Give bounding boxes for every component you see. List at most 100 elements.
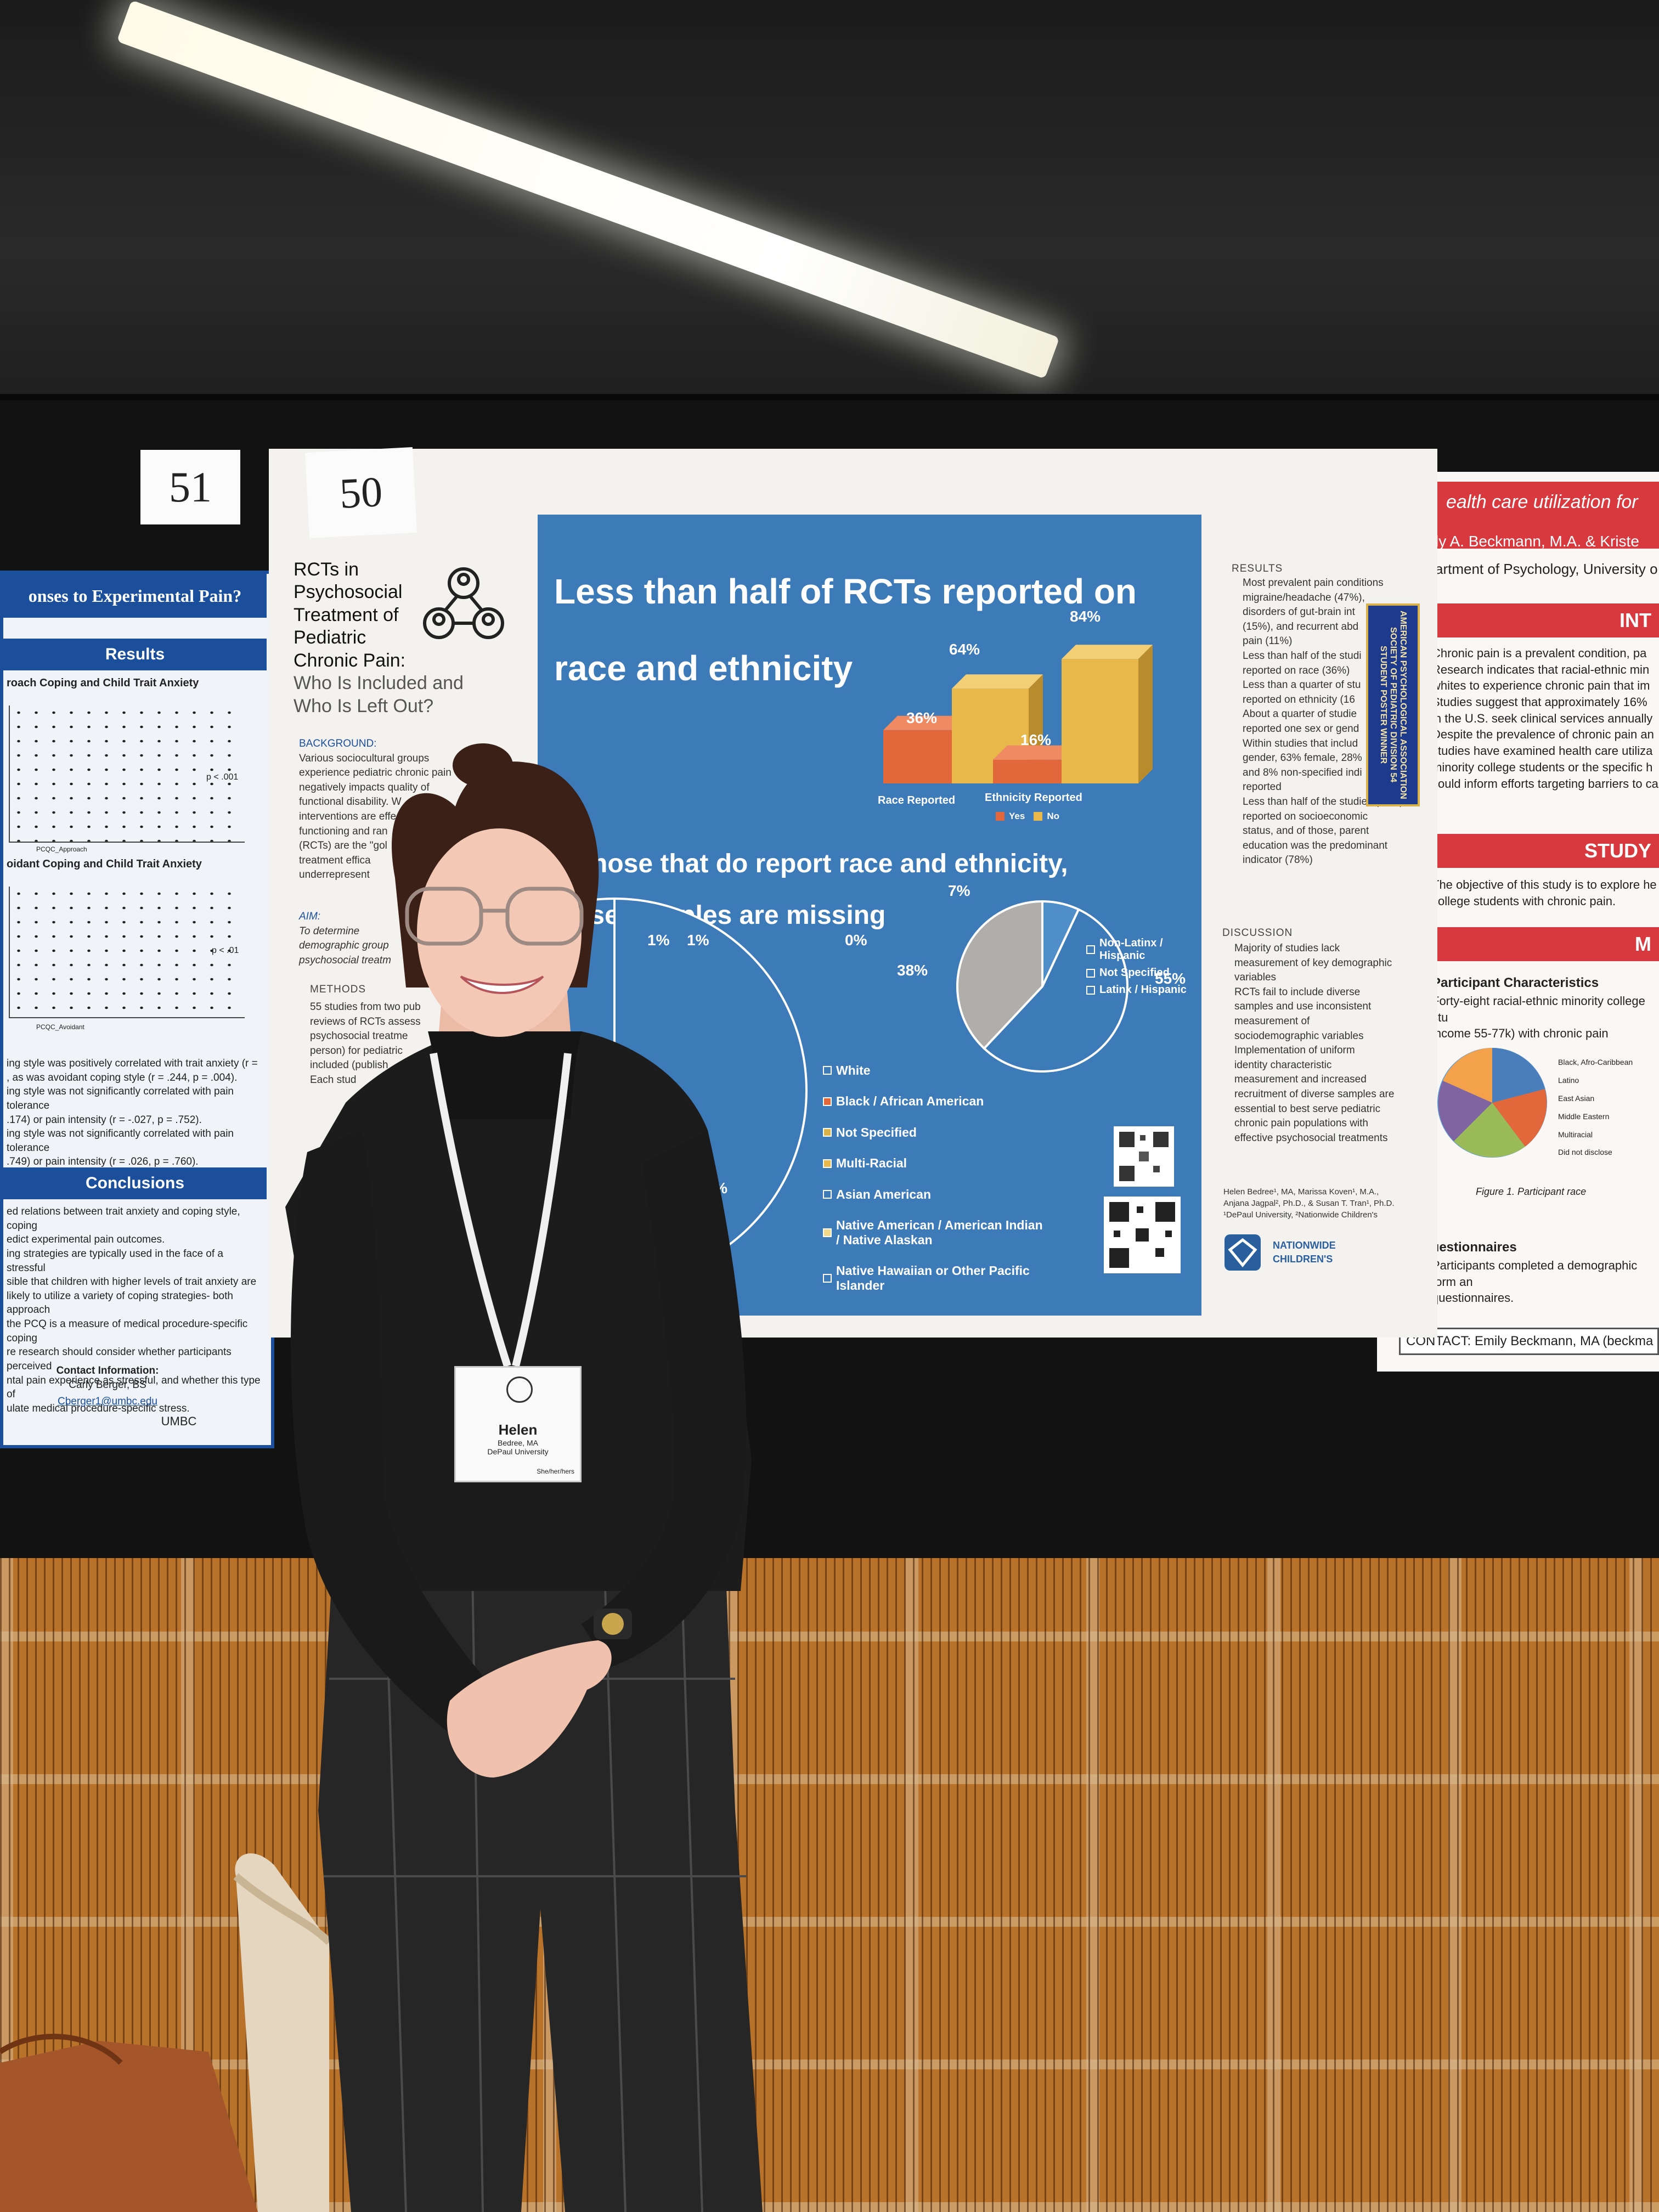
aim-label: AIM:: [299, 911, 321, 922]
badge-credentials: Bedree, MA: [498, 1438, 538, 1447]
discussion-line: sociodemographic variables: [1234, 1030, 1364, 1042]
badge-pronouns: She/her/hers: [537, 1468, 574, 1475]
discussion-line: measurement and increased: [1234, 1074, 1367, 1086]
left-result-line: ing style was not significantly correlat…: [7, 1128, 234, 1154]
background-text: BACKGROUND: Various sociocultural groups e…: [299, 737, 535, 883]
ethnicity-legend-entry: Latinx / Hispanic: [1086, 984, 1201, 996]
race-legend-label: Native Hawaiian or Other Pacific Islande…: [836, 1263, 1030, 1293]
methods-line: included (publish: [310, 1059, 388, 1071]
right-intro-line: Research indicates that racial-ethnic mi…: [1432, 662, 1650, 676]
right-intro-line: Chronic pain is a prevalent condition, p…: [1432, 646, 1647, 660]
discussion-line: variables: [1234, 972, 1277, 984]
award-ribbon: AMERICAN PSYCHOLOGICAL ASSOCIATION SOCIE…: [1366, 603, 1420, 806]
race-legend-swatch: [823, 1066, 832, 1075]
authors-line: ¹DePaul University, ²Nationwide Children…: [1223, 1210, 1378, 1220]
left-result-line: .749) or pain intensity (r = .026, p = .…: [7, 1156, 199, 1168]
ethnicity-pie-slice-2: [1041, 900, 1080, 987]
race-legend-label: Multi-Racial: [836, 1156, 907, 1171]
right-intro-line: in the U.S. seek clinical services annua…: [1432, 711, 1653, 725]
background-line: experience pediatric chronic pain: [299, 767, 452, 779]
discussion-heading: DISCUSSION: [1222, 927, 1293, 939]
bar-label-16: 16%: [1020, 731, 1052, 748]
poster-title: RCTs in Psychosocial Treatment of Pediatric…: [294, 558, 524, 718]
right-pie-legend-line: East Asian: [1558, 1093, 1595, 1103]
left-conclusion-line: ulate medical procedure-specific stress.: [7, 1402, 190, 1414]
right-participants-line: income 55-77k) with chronic pain: [1432, 1026, 1609, 1041]
name-badge: Helen Bedree, MA DePaul University She/h…: [454, 1366, 582, 1482]
results-line: reported one sex or gend: [1243, 723, 1359, 735]
badge-affiliation: DePaul University: [487, 1447, 549, 1456]
legend-yes: Yes: [1009, 811, 1025, 821]
poster-title-line: Who Is Included and: [294, 673, 464, 694]
pie-race-label-0: 0%: [845, 932, 867, 949]
methods-line: 55 studies from two pub: [310, 1001, 421, 1013]
background-line: (RCTs) are the "gol: [299, 840, 387, 852]
discussion-line: effective psychosocial treatments: [1234, 1132, 1388, 1144]
right-poster: ealth care utilization for ly A. Beckman…: [1377, 472, 1659, 1372]
right-study-line: The objective of this study is to explor…: [1432, 878, 1657, 891]
race-legend-label: White: [836, 1063, 871, 1077]
aim-line: psychosocial treatm: [299, 954, 391, 966]
bar-top-yes-0: [883, 715, 974, 730]
race-legend-entry: Not Specified: [823, 1125, 1045, 1139]
results-line: reported on ethnicity (16: [1243, 693, 1355, 706]
ethnicity-legend-label: Non-Latinx / Hispanic: [1099, 937, 1163, 962]
nationwide-childrens-logo: NATIONWIDE CHILDREN'S: [1273, 1240, 1336, 1265]
bar-yes-0: [883, 730, 960, 783]
results-line: Most prevalent pain conditions: [1243, 577, 1384, 589]
right-participants-line: Forty-eight racial-ethnic minority colle…: [1432, 994, 1645, 1024]
race-legend-label: Native American / American Indian / Nati…: [836, 1218, 1043, 1247]
poster-title-line: Who Is Left Out?: [294, 695, 434, 716]
plot2-title: oidant Coping and Child Trait Anxiety: [7, 858, 202, 870]
race-legend-swatch: [823, 1273, 832, 1283]
methods-line: reviews of RCTs assess: [310, 1015, 421, 1028]
right-intro-line: minority college students or the specifi…: [1432, 760, 1653, 774]
results-line: reported on socioeconomic: [1243, 810, 1368, 822]
right-intro-line: Despite the prevalence of chronic pain a…: [1432, 727, 1654, 742]
left-conclusion-line: ing strategies are typically used in the…: [7, 1248, 224, 1274]
discussion-line: chronic pain populations with: [1234, 1118, 1368, 1130]
right-study-text: The objective of this study is to explor…: [1432, 877, 1659, 909]
race-legend-entry: Asian American: [823, 1187, 1045, 1201]
results-line: reported on race (36%): [1243, 664, 1350, 676]
discussion-text: Majority of studies lack measurement of k…: [1234, 941, 1421, 1146]
right-study-line: college students with chronic pain.: [1432, 894, 1616, 908]
discussion-line: Implementation of uniform: [1234, 1045, 1355, 1057]
bar-top-yes-1: [993, 745, 1084, 760]
ethnicity-legend-entry: Non-Latinx / Hispanic: [1086, 937, 1201, 962]
race-legend-swatch: [823, 1128, 832, 1137]
race-legend-entry: Black / African American: [823, 1094, 1045, 1108]
results-line: migraine/headache (47%),: [1243, 591, 1365, 603]
legend-no-swatch: [1034, 812, 1043, 821]
right-intro-text: Chronic pain is a prevalent condition, p…: [1432, 645, 1659, 792]
results-line: Less than half of the studies (41%): [1243, 795, 1403, 808]
graphic-heading-2-line1: r those that do report race and ethnicit…: [565, 849, 1068, 878]
bar-side-no-1: [1138, 645, 1153, 783]
left-conclusions-band: Conclusions: [3, 1167, 267, 1199]
race-legend-swatch: [823, 1097, 832, 1106]
discussion-line: identity characteristic: [1234, 1059, 1332, 1071]
bar-chart-race-ethnicity: [883, 645, 1153, 783]
left-conclusion-line: ntal pain experience as stressful, and w…: [7, 1374, 261, 1401]
scatter-plot-1: [9, 706, 245, 843]
authors-line: Helen Bedree¹, MA, Marissa Koven¹, M.A.,: [1223, 1187, 1379, 1197]
right-figure-caption: Figure 1. Participant race: [1476, 1186, 1587, 1197]
right-intro-band: INT: [1437, 603, 1659, 637]
qr-code-large: [1104, 1197, 1181, 1273]
left-result-line: , as was avoidant coping style (r = .244…: [7, 1071, 238, 1084]
depaul-logo-icon: [1224, 1234, 1261, 1271]
right-contact: CONTACT: Emily Beckmann, MA (beckma: [1399, 1328, 1659, 1355]
race-legend-entry: Native Hawaiian or Other Pacific Islande…: [823, 1263, 1045, 1293]
results-line: Within studies that includ: [1243, 737, 1358, 749]
right-study-band: STUDY: [1437, 834, 1659, 868]
right-authors: ly A. Beckmann, M.A. & Kriste: [1435, 533, 1639, 550]
results-line: indicator (78%): [1243, 854, 1313, 866]
scatter-plot-2: [9, 887, 245, 1018]
left-conclusion-line: ed relations between trait anxiety and c…: [7, 1206, 240, 1232]
people-network-icon: [423, 567, 504, 639]
aim-line: demographic group: [299, 940, 389, 952]
right-method-band: M: [1437, 927, 1659, 961]
left-poster-title: onses to Experimental Pain?: [3, 574, 267, 618]
pie-race-label-1b: 1%: [687, 932, 709, 949]
